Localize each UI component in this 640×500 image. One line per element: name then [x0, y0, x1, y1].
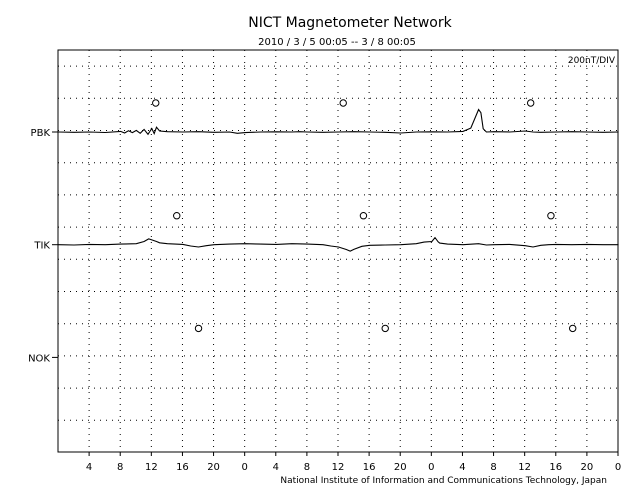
x-tick-label: 4: [273, 462, 279, 473]
local-midnight-marker: [339, 99, 347, 107]
local-midnight-marker: [547, 212, 555, 220]
x-tick-label: 16: [363, 462, 376, 473]
chart-subtitle: 2010 / 3 / 5 00:05 -- 3 / 8 00:05: [258, 37, 416, 48]
x-tick-label: 8: [490, 462, 496, 473]
station-nok: NOK: [28, 324, 577, 364]
trace-line: [58, 236, 619, 252]
x-tick-label: 12: [332, 462, 345, 473]
x-tick-label: 0: [241, 462, 247, 473]
station-label: PBK: [31, 128, 51, 139]
station-label: NOK: [28, 353, 50, 364]
local-midnight-marker: [359, 212, 368, 220]
station-tik: TIK: [33, 212, 619, 252]
x-axis-ticks: 4 8 12 16 20 0 4 8 12 16 20 0 4 8 12 16 20 0: [86, 452, 621, 473]
scale-label: 200nT/DIV: [568, 56, 616, 66]
local-midnight-marker: [152, 99, 160, 107]
x-tick-label: 0: [615, 462, 621, 473]
x-tick-label: 12: [518, 462, 531, 473]
station-label: TIK: [33, 241, 50, 252]
stations: PBK TIK NOK: [28, 99, 619, 364]
footer-credit: National Institute of Information and Co…: [280, 476, 607, 486]
x-tick-label: 4: [86, 462, 92, 473]
x-tick-label: 8: [304, 462, 310, 473]
trace-line: [58, 108, 619, 136]
local-midnight-marker: [569, 324, 577, 333]
x-tick-label: 4: [459, 462, 465, 473]
x-tick-label: 20: [581, 462, 594, 473]
chart-title: NICT Magnetometer Network: [248, 15, 452, 31]
x-tick-label: 12: [145, 462, 158, 473]
local-midnight-marker: [173, 212, 181, 220]
x-tick-label: 20: [394, 462, 407, 473]
x-tick-label: 16: [176, 462, 189, 473]
local-midnight-marker: [194, 324, 203, 333]
station-pbk: PBK: [31, 99, 619, 139]
x-tick-label: 8: [117, 462, 123, 473]
x-tick-label: 20: [207, 462, 220, 473]
local-midnight-marker: [381, 324, 389, 333]
local-midnight-marker: [526, 99, 535, 107]
x-tick-label: 16: [549, 462, 562, 473]
grid: [58, 50, 618, 452]
x-tick-label: 0: [428, 462, 434, 473]
